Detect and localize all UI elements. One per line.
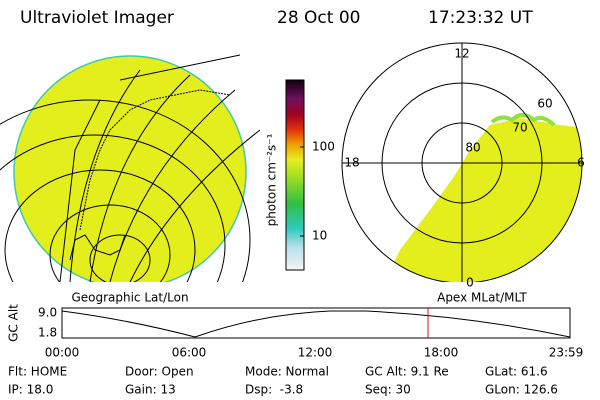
date: 28 Oct 00 [277,8,360,28]
info-field: GC Alt: 9.1 Re [365,365,449,379]
mlt-label: 18 [344,156,359,170]
mlt-label: 6 [577,156,585,170]
mlat-label: 70 [512,121,527,135]
globe-image [0,54,260,282]
info-field: Gain: 13 [125,383,176,397]
y-label: 1.8 [38,326,57,340]
title: Ultraviolet Imager [20,8,174,28]
caption: Apex MLat/MLT [437,291,527,305]
info-field: GLat: 61.6 [485,365,548,379]
mlat-label: 80 [465,141,480,155]
colorbar-unit: photon cm⁻²s⁻¹ [265,133,279,226]
altitude-frame [61,307,571,339]
info-field: IP: 18.0 [8,383,53,397]
time: 17:23:32 UT [428,8,533,28]
info-field: Dsp: -3.8 [245,383,303,397]
mlt-label: 0 [466,276,474,290]
info-field: Seq: 30 [365,383,411,397]
colorbar-label: 100 [312,140,335,154]
info-field: GLon: 126.6 [485,383,558,397]
altitude-curve [61,310,571,338]
info-field: Mode: Normal [245,365,329,379]
time-label: 12:00 [298,346,333,360]
mlt-label: 12 [454,47,469,61]
info-panel: Flt: HOME Door: Open Mode: Normal GC Alt: 9… [8,365,558,397]
polar-plot [341,42,583,282]
time-label: 06:00 [172,346,207,360]
time-label: 23:59 [549,346,584,360]
colorbar [285,79,305,271]
info-field: Door: Open [125,365,194,379]
colorbar-label: 10 [312,229,327,243]
axis-label: GC Alt [7,304,21,342]
y-label: 9.0 [38,306,57,320]
time-label: 00:00 [45,346,80,360]
time-label: 18:00 [424,346,459,360]
mlat-label: 60 [537,97,552,111]
caption: Geographic Lat/Lon [71,291,188,305]
info-field: Flt: HOME [8,365,67,379]
